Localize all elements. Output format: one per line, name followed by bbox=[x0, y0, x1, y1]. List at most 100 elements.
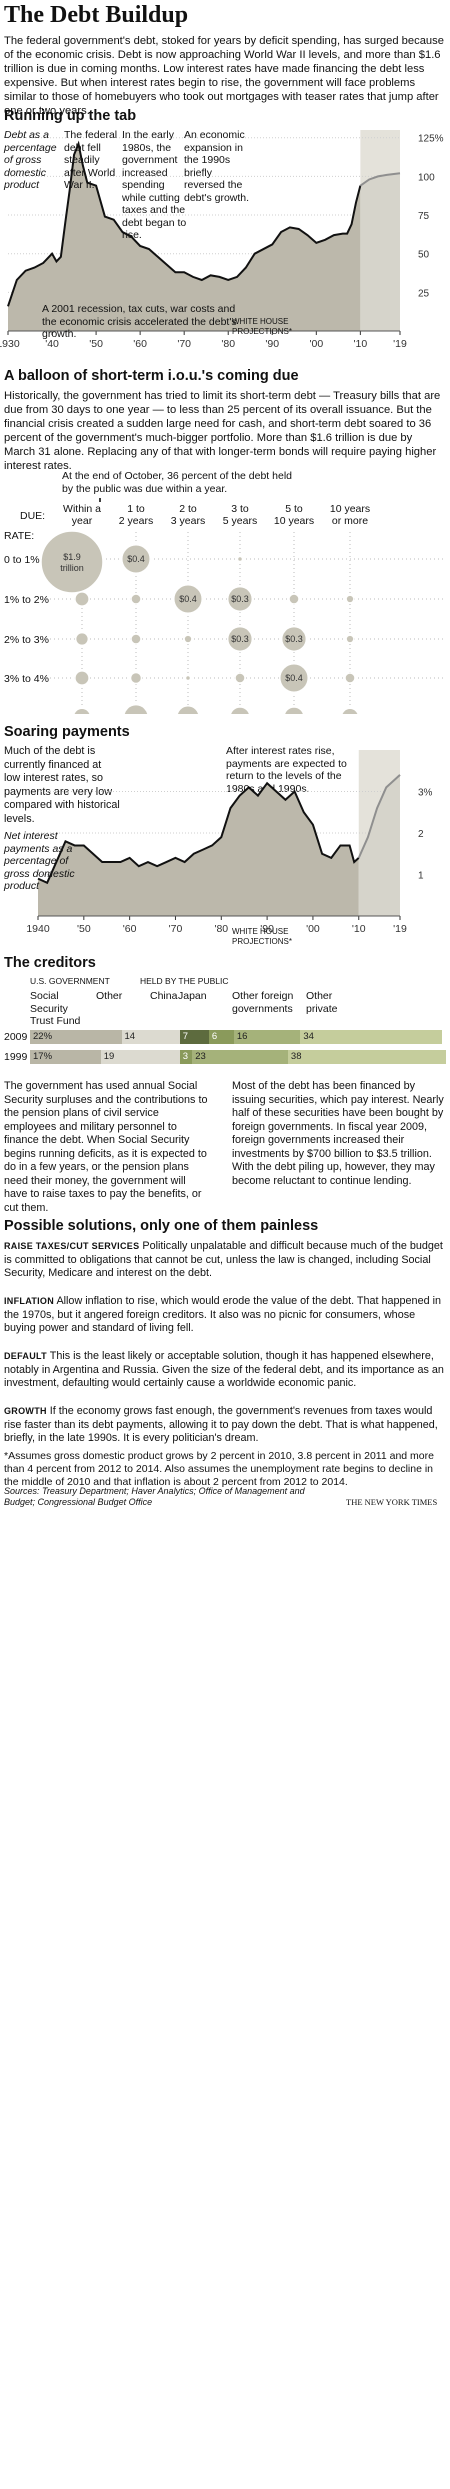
due-label: DUE: bbox=[20, 510, 46, 522]
x-tick-label: 1930 bbox=[0, 338, 20, 350]
section1-title: Running up the tab bbox=[4, 108, 137, 124]
column-header: year bbox=[72, 515, 93, 527]
column-header: 5 to bbox=[285, 503, 303, 515]
creditor-headers: U.S. GOVERNMENT HELD BY THE PUBLIC bbox=[30, 976, 446, 988]
bubble bbox=[123, 703, 149, 714]
bubble bbox=[40, 530, 104, 594]
x-tick-label: '00 bbox=[309, 338, 323, 350]
credit: THE NEW YORK TIMES bbox=[346, 1497, 438, 1507]
bubble bbox=[176, 705, 200, 714]
row-label: 0 to 1% bbox=[4, 554, 40, 566]
annotation-ww2: The federal debt fell steadily after Wor… bbox=[64, 129, 118, 191]
solution-text: If the economy grows fast enough, the go… bbox=[4, 1405, 438, 1444]
interest-ylabel: Net interest payments as a percentage of… bbox=[4, 830, 75, 892]
bubble bbox=[74, 670, 90, 686]
bubble bbox=[345, 594, 355, 604]
x-tick-label: '80 bbox=[214, 923, 228, 935]
bubble-label: trillion bbox=[60, 563, 84, 573]
interest-area-chart: 1 2 3% 1940 '50 '60 '70 '80 '90 '00 '10 '19 bbox=[26, 750, 433, 935]
bubble-label: $0.4 bbox=[285, 673, 303, 683]
bar-year-label: 2009 bbox=[4, 1031, 28, 1043]
solution-head: DEFAULT bbox=[4, 1351, 47, 1361]
bubble bbox=[280, 625, 308, 653]
row-label: 1% to 2% bbox=[4, 594, 49, 606]
intro-text: The federal government's debt, stoked fo… bbox=[4, 35, 444, 117]
column-header: Within a bbox=[63, 503, 101, 515]
bubble bbox=[344, 672, 356, 684]
creditor-column-labels: Social Security Trust Fund Other China J… bbox=[0, 990, 450, 1027]
creditors-text-right: Most of the debt has been financed by is… bbox=[232, 1080, 444, 1187]
y-tick-label: 125% bbox=[418, 134, 444, 145]
solution-inflation: INFLATION Allow inflation to rise, which… bbox=[4, 1295, 446, 1336]
annotation-1990s: An economic expansion in the 1990s brief… bbox=[184, 129, 250, 204]
solution-text: This is the least likely or acceptable s… bbox=[4, 1350, 444, 1389]
creditor-stacked-bars: 2009 22% 14 7 6 16 34 1999 17% 19 3 23 38 bbox=[0, 1030, 450, 1072]
col-other: Other bbox=[96, 990, 123, 1002]
bubble bbox=[73, 707, 91, 714]
bubble bbox=[234, 672, 246, 684]
bar-segment: 14 bbox=[121, 1030, 180, 1044]
solution-head: GROWTH bbox=[4, 1406, 47, 1416]
column-header: 10 years bbox=[274, 515, 314, 527]
bar-segment: 23 bbox=[192, 1050, 288, 1064]
x-tick-label: '90 bbox=[260, 923, 274, 935]
annotation-2001: A 2001 recession, tax cuts, war costs an… bbox=[42, 303, 237, 340]
solution-head: INFLATION bbox=[4, 1296, 55, 1306]
x-tick-label: '70 bbox=[177, 338, 191, 350]
bubble bbox=[341, 707, 359, 714]
col-foreign: Other foreign governments bbox=[232, 990, 294, 1015]
bubble bbox=[226, 625, 254, 653]
col-ss: Social Security Trust Fund bbox=[30, 990, 81, 1027]
bar-segment: 7 bbox=[179, 1030, 209, 1044]
bubble bbox=[129, 671, 143, 685]
x-tick-label: '40 bbox=[45, 338, 59, 350]
bubble bbox=[288, 593, 300, 605]
col-china: China bbox=[150, 990, 178, 1002]
x-tick-label: '60 bbox=[123, 923, 137, 935]
data-area-historical bbox=[8, 143, 361, 331]
column-header: 5 years bbox=[223, 515, 257, 527]
data-line-historical bbox=[37, 781, 360, 885]
public-header: HELD BY THE PUBLIC bbox=[140, 976, 229, 986]
projection-label-1: WHITE HOUSE PROJECTIONS* bbox=[232, 317, 293, 336]
column-header: 2 years bbox=[119, 515, 153, 527]
bubble-callout: At the end of October, 36 percent of the… bbox=[62, 470, 292, 495]
x-tick-label: '60 bbox=[133, 338, 147, 350]
bubble bbox=[229, 706, 251, 714]
rate-label: RATE: bbox=[4, 530, 35, 542]
bar-segment: 17% bbox=[30, 1050, 101, 1064]
section3-title: Soaring payments bbox=[4, 724, 130, 740]
bubble-label: $0.3 bbox=[231, 594, 249, 604]
solution-growth: GROWTH If the economy grows fast enough,… bbox=[4, 1405, 446, 1446]
section3-body: Much of the debt is currently financed a… bbox=[4, 745, 120, 825]
row-label: 4% to 5% bbox=[4, 712, 49, 714]
x-tick-label: '70 bbox=[169, 923, 183, 935]
x-tick-label: '80 bbox=[221, 338, 235, 350]
creditors-text-left: The government has used annual Social Se… bbox=[4, 1080, 208, 1214]
row-label: 3% to 4% bbox=[4, 673, 49, 685]
column-header: 10 years bbox=[330, 503, 370, 515]
bar-segment: 3 bbox=[179, 1050, 193, 1064]
bubble bbox=[184, 674, 192, 682]
solution-raise-taxes: RAISE TAXES/CUT SERVICES Politically unp… bbox=[4, 1240, 446, 1281]
row-label: 2% to 3% bbox=[4, 634, 49, 646]
solution-default: DEFAULT This is the least likely or acce… bbox=[4, 1350, 446, 1391]
bar-segment: 38 bbox=[287, 1050, 446, 1064]
x-tick-label: 1940 bbox=[26, 923, 50, 935]
y-tick-label: 2 bbox=[418, 829, 424, 840]
x-tick-label: '10 bbox=[354, 338, 368, 350]
x-tick-label: '50 bbox=[77, 923, 91, 935]
solution-text: Politically unpalatable and difficult be… bbox=[4, 1240, 443, 1279]
projection-label-2: WHITE HOUSE PROJECTIONS* bbox=[232, 927, 293, 946]
column-header: 2 to bbox=[179, 503, 197, 515]
bar-segment: 22% bbox=[30, 1030, 122, 1044]
bar-year-label: 1999 bbox=[4, 1051, 28, 1063]
bubble bbox=[183, 634, 193, 644]
column-header: 1 to bbox=[127, 503, 145, 515]
column-header: 3 to bbox=[231, 503, 249, 515]
y-tick-label: 1 bbox=[418, 871, 424, 882]
bubble bbox=[121, 544, 151, 574]
bubble bbox=[236, 555, 244, 563]
debt-area-chart: 25 50 75 100 125% 1930 '40 '50 '60 '70 '80 '90 '00 '1… bbox=[0, 130, 444, 350]
